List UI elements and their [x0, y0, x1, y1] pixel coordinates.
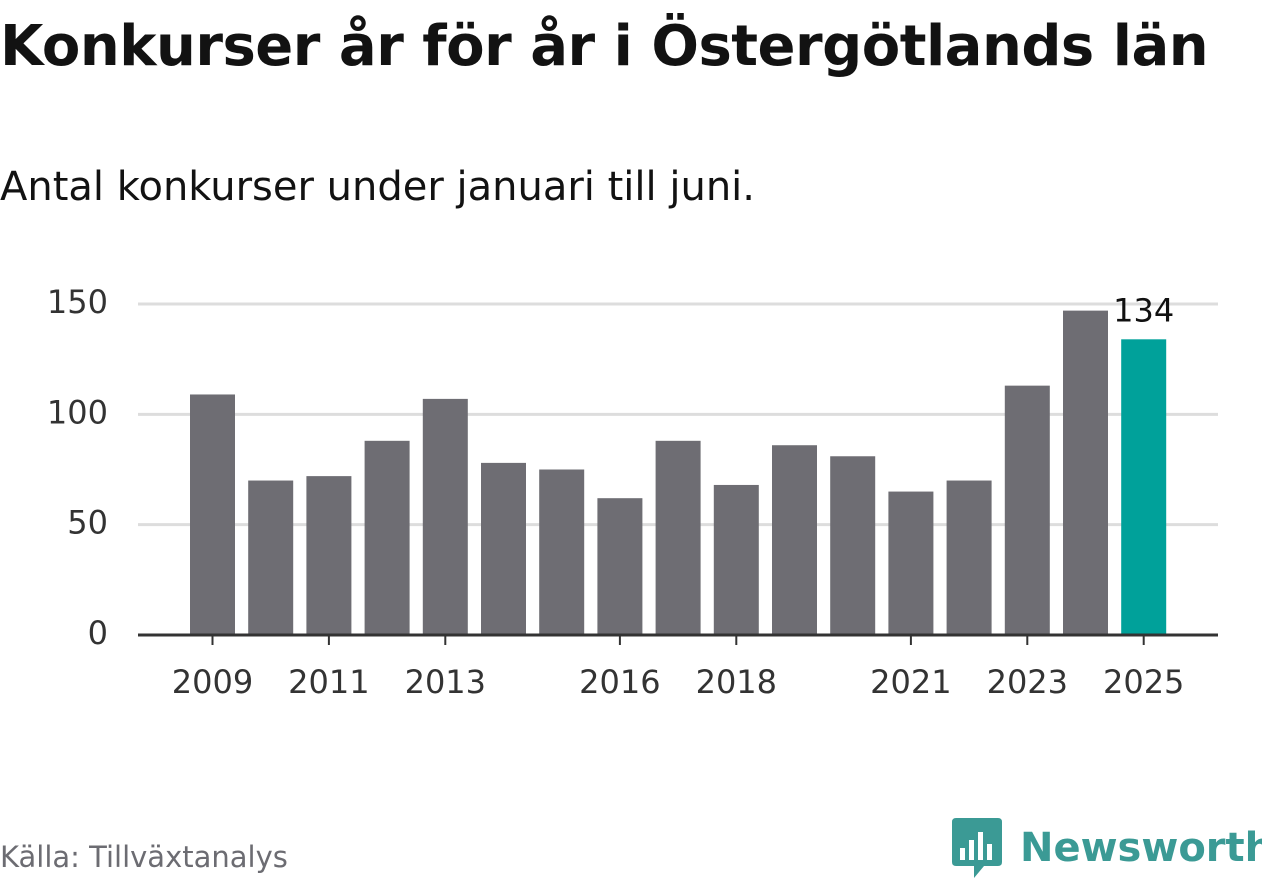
bar-2025: [1121, 339, 1167, 635]
bar-2010: [248, 480, 294, 635]
chart-subtitle: Antal konkurser under januari till juni.: [0, 164, 755, 210]
y-axis-ticks: 0 50 100 150: [47, 283, 108, 652]
brand: Newsworthy: [952, 818, 1262, 878]
bar-2014: [481, 462, 526, 635]
x-tick-label: 2023: [987, 663, 1068, 701]
y-tick-label: 50: [67, 504, 108, 542]
source-note: Källa: Tillväxtanalys: [0, 840, 288, 874]
bar-2023: [1004, 385, 1050, 635]
x-tick-label: 2011: [288, 663, 369, 701]
bar-2021: [888, 491, 934, 635]
bar-2011: [306, 476, 352, 635]
x-tick-label: 2021: [870, 663, 951, 701]
x-tick-label: 2009: [172, 663, 253, 701]
x-tick-label: 2025: [1103, 663, 1184, 701]
bar-2015: [539, 469, 585, 635]
bar-2020: [830, 456, 876, 635]
bars: [190, 310, 1167, 635]
bar-2012: [364, 440, 410, 635]
bar-2019: [772, 445, 817, 635]
bar-2016: [597, 498, 643, 635]
bar-chart-bubble-icon: [952, 818, 1002, 878]
bar-2018: [713, 484, 759, 635]
bar-2013: [422, 398, 468, 635]
y-tick-label: 150: [47, 283, 108, 321]
bar-2022: [946, 480, 992, 635]
y-tick-label: 0: [88, 614, 108, 652]
brand-name: Newsworthy: [1020, 825, 1262, 871]
data-label: 134: [1113, 291, 1174, 329]
x-tick-label: 2013: [405, 663, 486, 701]
bar-2009: [190, 394, 235, 635]
x-axis-ticks: 2009 2011 2013 2016 2018 2021 2023 2025: [172, 635, 1184, 701]
y-tick-label: 100: [47, 393, 108, 431]
chart-title: Konkurser år för år i Östergötlands län: [0, 14, 1209, 79]
bar-2024: [1063, 310, 1108, 635]
bar-2017: [655, 440, 701, 635]
x-tick-label: 2016: [579, 663, 660, 701]
data-labels: 134: [1113, 291, 1174, 329]
x-tick-label: 2018: [696, 663, 777, 701]
